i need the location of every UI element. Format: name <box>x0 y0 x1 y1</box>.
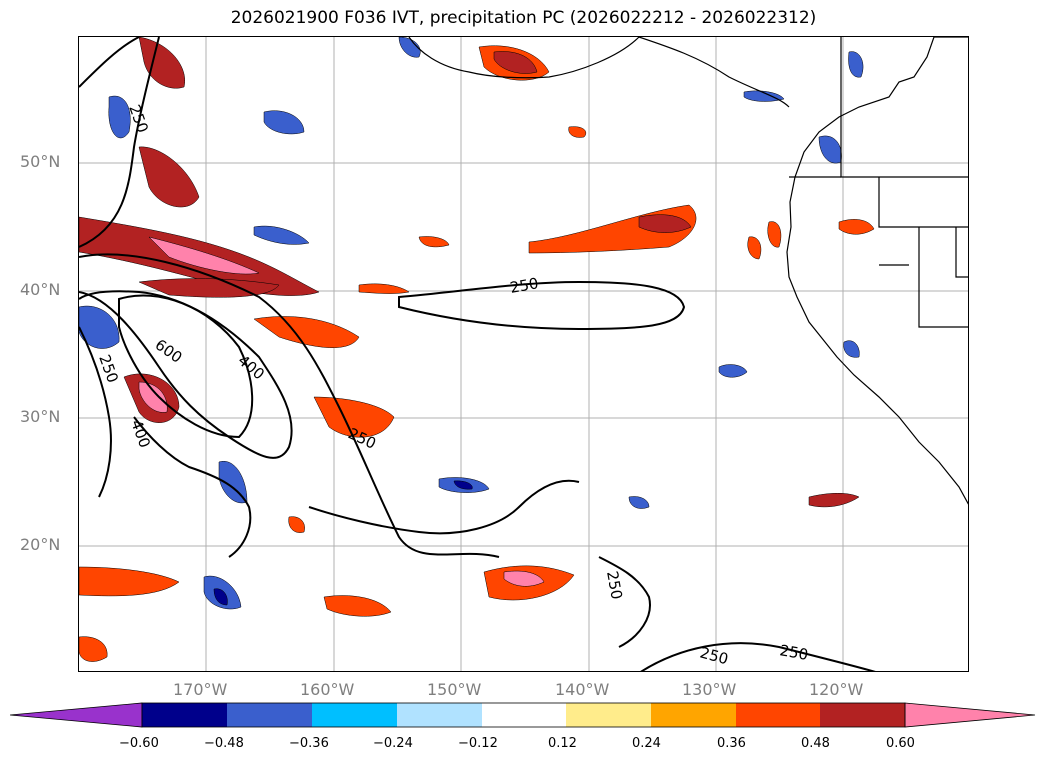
colorbar-outline <box>141 702 906 728</box>
colorbar-tick-label: 0.48 <box>801 736 830 751</box>
colorbar-extend-left <box>10 702 143 728</box>
lon-label: 160°W <box>300 680 355 699</box>
ivt-contour-label: 250 <box>603 570 626 601</box>
precip-fill-negative <box>79 37 864 610</box>
ivt-contour-label: 250 <box>778 641 809 664</box>
ivt-contour-label: 400 <box>127 417 154 450</box>
ivt-contour-label: 250 <box>95 352 122 385</box>
ivt-contour-label: 250 <box>509 274 540 297</box>
lon-label: 140°W <box>555 680 610 699</box>
lon-label: 130°W <box>682 680 737 699</box>
lon-label: 150°W <box>427 680 482 699</box>
colorbar-segment <box>736 703 820 727</box>
colorbar-tick-label: 0.12 <box>548 736 577 751</box>
colorbar <box>10 702 1036 728</box>
colorbar-segment <box>566 703 651 727</box>
precip-fill-positive <box>79 37 875 662</box>
ivt-contour-label: 250 <box>698 643 730 668</box>
lon-label: 120°W <box>809 680 864 699</box>
colorbar-tick-label: 0.24 <box>632 736 661 751</box>
colorbar-segment <box>651 703 736 727</box>
colorbar-segment <box>820 703 905 727</box>
colorbar-segment <box>312 703 397 727</box>
colorbar-tick-label: −0.12 <box>458 736 498 751</box>
colorbar-tick-label: −0.36 <box>289 736 329 751</box>
ivt-contour-label: 400 <box>234 351 268 383</box>
map-canvas: 250 250 250 250 250 600 400 400 250 250 <box>79 37 968 671</box>
lon-label: 170°W <box>173 680 228 699</box>
colorbar-segment <box>227 703 312 727</box>
colorbar-tick-label: −0.60 <box>119 736 159 751</box>
map-title: 2026021900 F036 IVT, precipitation PC (2… <box>230 8 817 28</box>
coastline <box>408 37 968 505</box>
colorbar-segment <box>142 703 227 727</box>
lat-label: 30°N <box>20 407 61 426</box>
colorbar-tick-label: −0.48 <box>204 736 244 751</box>
lat-label: 20°N <box>20 535 61 554</box>
colorbar-segment <box>397 703 482 727</box>
lat-label: 40°N <box>20 280 61 299</box>
colorbar-tick-label: 0.36 <box>717 736 746 751</box>
ivt-contours <box>79 37 876 671</box>
lat-label: 50°N <box>20 152 61 171</box>
colorbar-extend-right <box>904 702 1036 728</box>
ivt-contour-label-group: 250 250 250 250 250 600 400 400 250 250 <box>95 102 809 668</box>
colorbar-tick-label: 0.60 <box>886 736 915 751</box>
colorbar-tick-label: −0.24 <box>373 736 413 751</box>
map-panel: 250 250 250 250 250 600 400 400 250 250 <box>78 36 969 672</box>
colorbar-segment <box>482 703 566 727</box>
